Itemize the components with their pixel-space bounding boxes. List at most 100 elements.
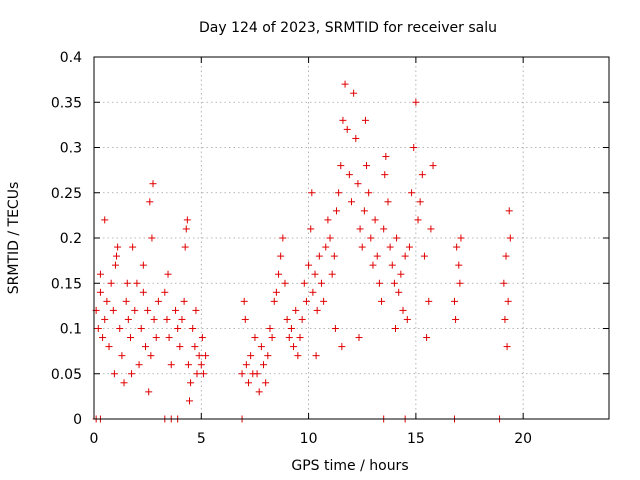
data-point — [245, 379, 252, 387]
data-point — [338, 343, 346, 351]
data-point — [167, 361, 175, 369]
data-point — [332, 207, 340, 215]
data-point — [279, 234, 287, 242]
data-point — [133, 279, 141, 287]
data-point — [354, 180, 362, 188]
data-point — [116, 325, 124, 332]
data-point — [500, 279, 508, 287]
data-point — [350, 89, 358, 97]
data-point — [330, 252, 338, 260]
data-point — [139, 261, 147, 269]
y-axis-label: SRMTID / TECUs — [6, 182, 22, 295]
data-point — [123, 279, 131, 287]
data-point — [96, 270, 104, 278]
data-point — [378, 297, 386, 305]
data-point — [192, 306, 200, 314]
data-point — [502, 252, 510, 260]
data-point — [401, 252, 409, 260]
plot-frame — [93, 56, 610, 420]
y-tick-label: 0.25 — [51, 186, 82, 202]
data-point — [365, 189, 373, 197]
data-point — [181, 243, 189, 251]
data-point — [326, 234, 334, 242]
data-point — [317, 279, 325, 287]
data-point — [247, 352, 255, 360]
data-point — [184, 361, 192, 369]
data-point — [425, 297, 433, 305]
chart-title: Day 124 of 2023, SRMTID for receiver sal… — [199, 20, 497, 36]
tick-labels: 0 0.05 0.1 0.15 0.2 0.25 0.3 0.35 0.4 0 5 10 15 20 — [51, 50, 532, 447]
data-point — [161, 288, 169, 296]
data-point — [135, 361, 143, 369]
data-point — [427, 225, 435, 233]
data-point — [164, 270, 172, 278]
data-point — [452, 315, 460, 323]
data-point — [320, 297, 328, 305]
data-point — [395, 288, 403, 296]
data-point — [341, 80, 349, 88]
data-points — [92, 80, 514, 423]
data-point — [386, 243, 394, 251]
data-point — [384, 198, 392, 206]
data-point — [165, 334, 173, 342]
data-point — [311, 270, 319, 278]
data-point — [388, 261, 396, 269]
data-point — [103, 297, 111, 305]
data-point — [144, 306, 152, 314]
data-point — [302, 297, 310, 305]
data-point — [356, 225, 364, 233]
data-point — [113, 252, 121, 260]
data-point — [339, 116, 347, 124]
data-point — [429, 162, 437, 170]
data-point — [308, 189, 316, 197]
x-tick-label: 20 — [514, 431, 532, 447]
data-point — [187, 379, 195, 387]
data-point — [453, 243, 461, 251]
data-point — [382, 153, 390, 161]
data-point — [418, 171, 426, 179]
y-tick-label: 0.2 — [60, 231, 82, 247]
data-point — [360, 207, 368, 215]
data-point — [101, 216, 109, 224]
data-point — [251, 334, 259, 342]
data-point — [137, 325, 145, 332]
data-point — [260, 361, 268, 369]
data-point — [172, 306, 180, 314]
data-point — [294, 352, 302, 360]
x-tick-label: 0 — [90, 431, 99, 447]
data-point — [150, 315, 158, 323]
data-point — [296, 334, 304, 342]
data-point — [391, 325, 399, 332]
data-point — [199, 370, 207, 378]
data-point — [262, 379, 270, 387]
data-point — [390, 279, 398, 287]
data-point — [405, 243, 413, 251]
data-point — [457, 234, 465, 242]
data-point — [328, 270, 336, 278]
data-point — [189, 325, 197, 332]
data-point — [185, 397, 193, 405]
x-tick-label: 5 — [197, 431, 206, 447]
data-point — [312, 352, 320, 360]
data-point — [345, 171, 353, 179]
y-tick-label: 0.4 — [60, 50, 82, 66]
data-point — [99, 334, 107, 342]
data-point — [268, 334, 276, 342]
data-point — [94, 325, 102, 332]
data-point — [96, 288, 104, 296]
data-point — [300, 279, 308, 287]
x-tick-label: 15 — [407, 431, 425, 447]
x-axis-label: GPS time / hours — [291, 458, 408, 474]
data-point — [393, 234, 401, 242]
y-tick-label: 0 — [73, 412, 82, 428]
data-point — [180, 297, 188, 305]
data-point — [191, 343, 199, 351]
data-point — [381, 171, 389, 179]
data-point — [287, 325, 295, 332]
data-point — [309, 288, 317, 296]
data-point — [146, 198, 154, 206]
data-point — [163, 315, 171, 323]
data-point — [122, 297, 130, 305]
data-point — [373, 252, 381, 260]
data-point — [504, 297, 512, 305]
